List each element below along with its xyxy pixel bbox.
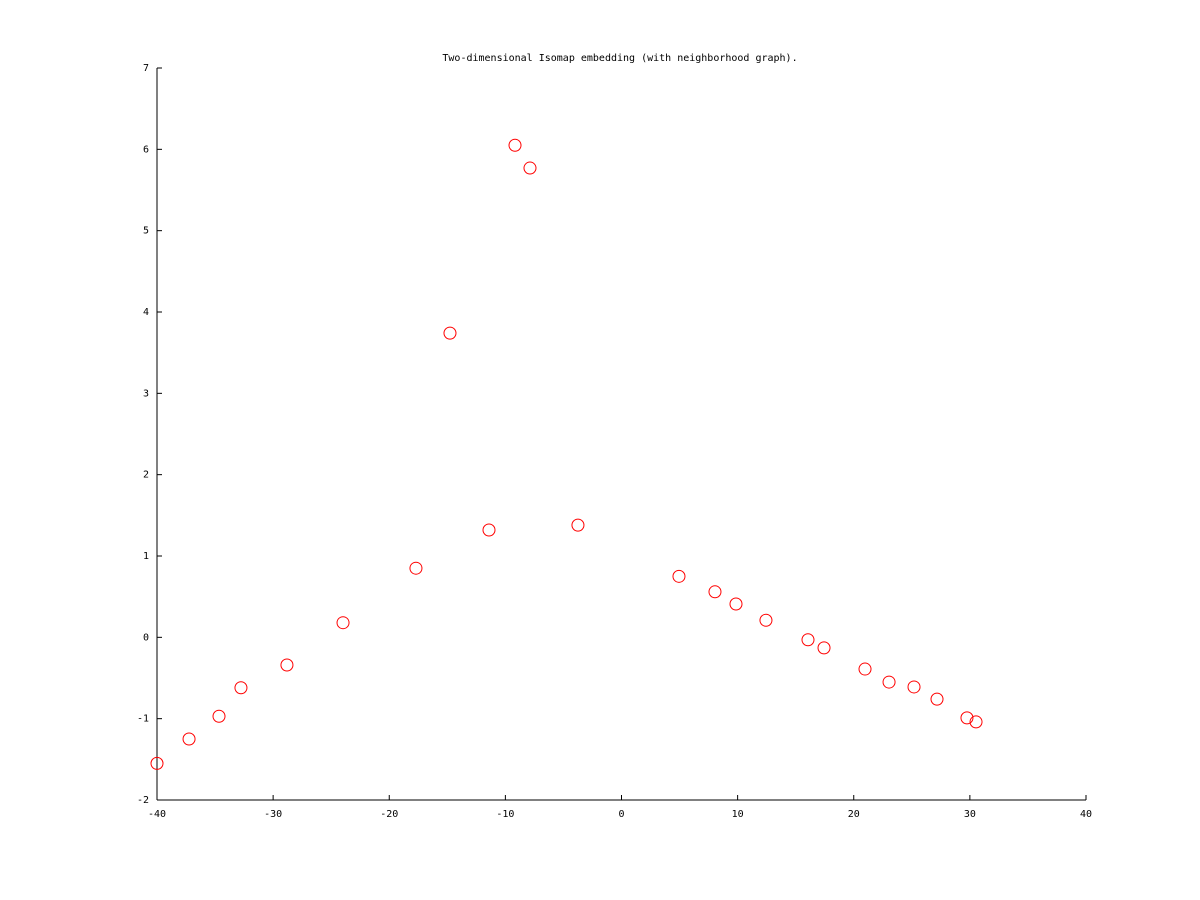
point	[960, 711, 974, 725]
point	[280, 658, 294, 672]
point	[182, 732, 196, 746]
x-tick-label: 40	[1080, 809, 1092, 820]
y-tick-label: 2	[143, 470, 149, 481]
point	[212, 709, 226, 723]
point	[234, 681, 248, 695]
point	[930, 692, 944, 706]
chart-title: Two-dimensional Isomap embedding (with n…	[442, 53, 797, 64]
point	[759, 613, 773, 627]
point	[508, 138, 522, 152]
point	[409, 561, 423, 575]
y-tick-label: 4	[143, 307, 149, 318]
y-tick-label: -2	[137, 795, 149, 806]
x-tick-label: 20	[848, 809, 860, 820]
x-tick-label: -30	[264, 809, 282, 820]
point	[801, 633, 815, 647]
y-tick-label: 1	[143, 551, 149, 562]
y-tick-label: 7	[143, 63, 149, 74]
point	[571, 518, 585, 532]
x-tick-label: -10	[496, 809, 514, 820]
x-tick-label: -40	[148, 809, 166, 820]
y-tick-label: 0	[143, 632, 149, 643]
point	[858, 662, 872, 676]
point	[969, 715, 983, 729]
point	[336, 616, 350, 630]
y-tick-label: 5	[143, 226, 149, 237]
point	[708, 585, 722, 599]
x-tick-label: -20	[380, 809, 398, 820]
point	[672, 569, 686, 583]
y-tick-label: 3	[143, 388, 149, 399]
point	[523, 161, 537, 175]
point	[482, 523, 496, 537]
point	[729, 597, 743, 611]
point	[882, 675, 896, 689]
point	[150, 756, 164, 770]
point	[443, 326, 457, 340]
y-tick-label: -1	[137, 714, 149, 725]
x-tick-label: 30	[964, 809, 976, 820]
x-tick-label: 10	[732, 809, 744, 820]
point	[817, 641, 831, 655]
point	[907, 680, 921, 694]
y-tick-label: 6	[143, 144, 149, 155]
x-tick-label: 0	[618, 809, 624, 820]
